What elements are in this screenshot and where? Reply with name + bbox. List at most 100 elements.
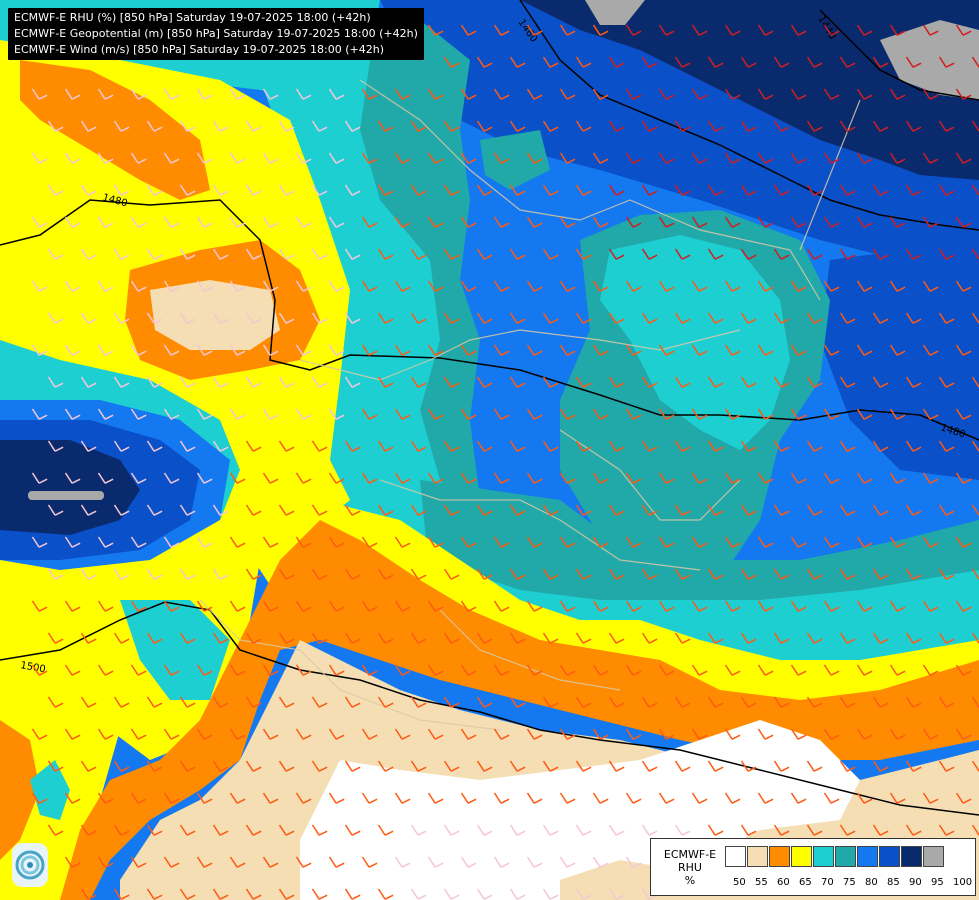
humidity-90-northeast [520, 0, 979, 180]
wind-barb [179, 312, 196, 324]
wind-barb [625, 216, 642, 228]
wind-barb [856, 408, 873, 420]
wind-barb [889, 88, 906, 100]
wind-barb [575, 312, 592, 324]
legend-swatch [857, 846, 878, 867]
wind-barb [724, 216, 741, 228]
wind-barb [361, 88, 378, 100]
wind-barb [130, 216, 147, 228]
wind-barb [724, 600, 741, 612]
wind-barb [938, 376, 955, 388]
wind-barb [575, 696, 592, 708]
wind-barb [889, 216, 906, 228]
wind-barb [443, 760, 460, 772]
wind-barb [839, 56, 856, 68]
wind-barb [856, 792, 873, 804]
wind-barb [229, 472, 246, 484]
wind-barb [179, 696, 196, 708]
wind-barb [344, 312, 361, 324]
wind-barb [47, 248, 64, 260]
wind-barb [47, 824, 64, 836]
wind-barb [823, 280, 840, 292]
wind-barb [872, 440, 889, 452]
wind-barb [707, 184, 724, 196]
wind-barb [130, 856, 147, 868]
wind-barb [641, 312, 658, 324]
wind-barb [47, 120, 64, 132]
wind-barb [97, 408, 114, 420]
wind-barb [295, 792, 312, 804]
humidity-65-west-belt [0, 40, 350, 760]
wind-barb [806, 248, 823, 260]
wind-barb [361, 152, 378, 164]
wind-barb [922, 664, 939, 676]
wind-barb [146, 184, 163, 196]
wind-barb [443, 824, 460, 836]
wind-barb [839, 120, 856, 132]
wind-barb [179, 504, 196, 516]
wind-barb [31, 88, 48, 100]
wind-barb [790, 664, 807, 676]
wind-barb [328, 472, 345, 484]
wind-barb [971, 376, 979, 388]
wind-barb [64, 856, 81, 868]
wind-barb [130, 664, 147, 676]
wind-barb [757, 280, 774, 292]
wind-barb [542, 120, 559, 132]
wind-barb [394, 792, 411, 804]
wind-barb [872, 184, 889, 196]
wind-barb [146, 440, 163, 452]
wind-barb [196, 664, 213, 676]
wind-barb [163, 536, 180, 548]
wind-barb [658, 728, 675, 740]
legend-swatches [725, 846, 945, 867]
wind-barb [674, 440, 691, 452]
wind-barb [196, 856, 213, 868]
wind-barb [971, 120, 979, 132]
wind-barb [740, 760, 757, 772]
wind-barb [328, 152, 345, 164]
wind-barb [773, 56, 790, 68]
wind-barb [427, 472, 444, 484]
wind-barb [493, 344, 510, 356]
wind-barb [740, 120, 757, 132]
wind-barb [575, 632, 592, 644]
wind-barb [922, 88, 939, 100]
wind-barb [427, 664, 444, 676]
wind-barb [97, 600, 114, 612]
wind-barb [526, 88, 543, 100]
legend-title-line-2: RHU [678, 861, 702, 874]
wind-barb [955, 408, 972, 420]
geopotential-contour-1480 [0, 199, 979, 441]
wind-barb [757, 152, 774, 164]
wind-barb [691, 664, 708, 676]
wind-barb [427, 280, 444, 292]
wind-barb [377, 632, 394, 644]
wind-barb [476, 568, 493, 580]
wind-barb [856, 88, 873, 100]
wind-barb [922, 344, 939, 356]
legend-tick: 80 [865, 877, 878, 888]
wind-barb [559, 88, 576, 100]
wind-barb [64, 664, 81, 676]
legend-swatch [923, 846, 944, 867]
wind-barb [938, 632, 955, 644]
wind-barb [856, 600, 873, 612]
wind-barb [872, 248, 889, 260]
wind-barb [493, 408, 510, 420]
wind-barb [229, 664, 246, 676]
wind-barb [773, 312, 790, 324]
wind-barb [295, 344, 312, 356]
wind-barb [377, 312, 394, 324]
wind-barb [625, 152, 642, 164]
wind-barb [344, 568, 361, 580]
wind-barb [179, 760, 196, 772]
wind-barb [740, 184, 757, 196]
legend-swatch [901, 846, 922, 867]
wind-barb [295, 536, 312, 548]
humidity-60-northwest [20, 60, 210, 200]
wind-barb [542, 56, 559, 68]
wind-barb [229, 408, 246, 420]
wind-barb [509, 504, 526, 516]
wind-barb [641, 56, 658, 68]
